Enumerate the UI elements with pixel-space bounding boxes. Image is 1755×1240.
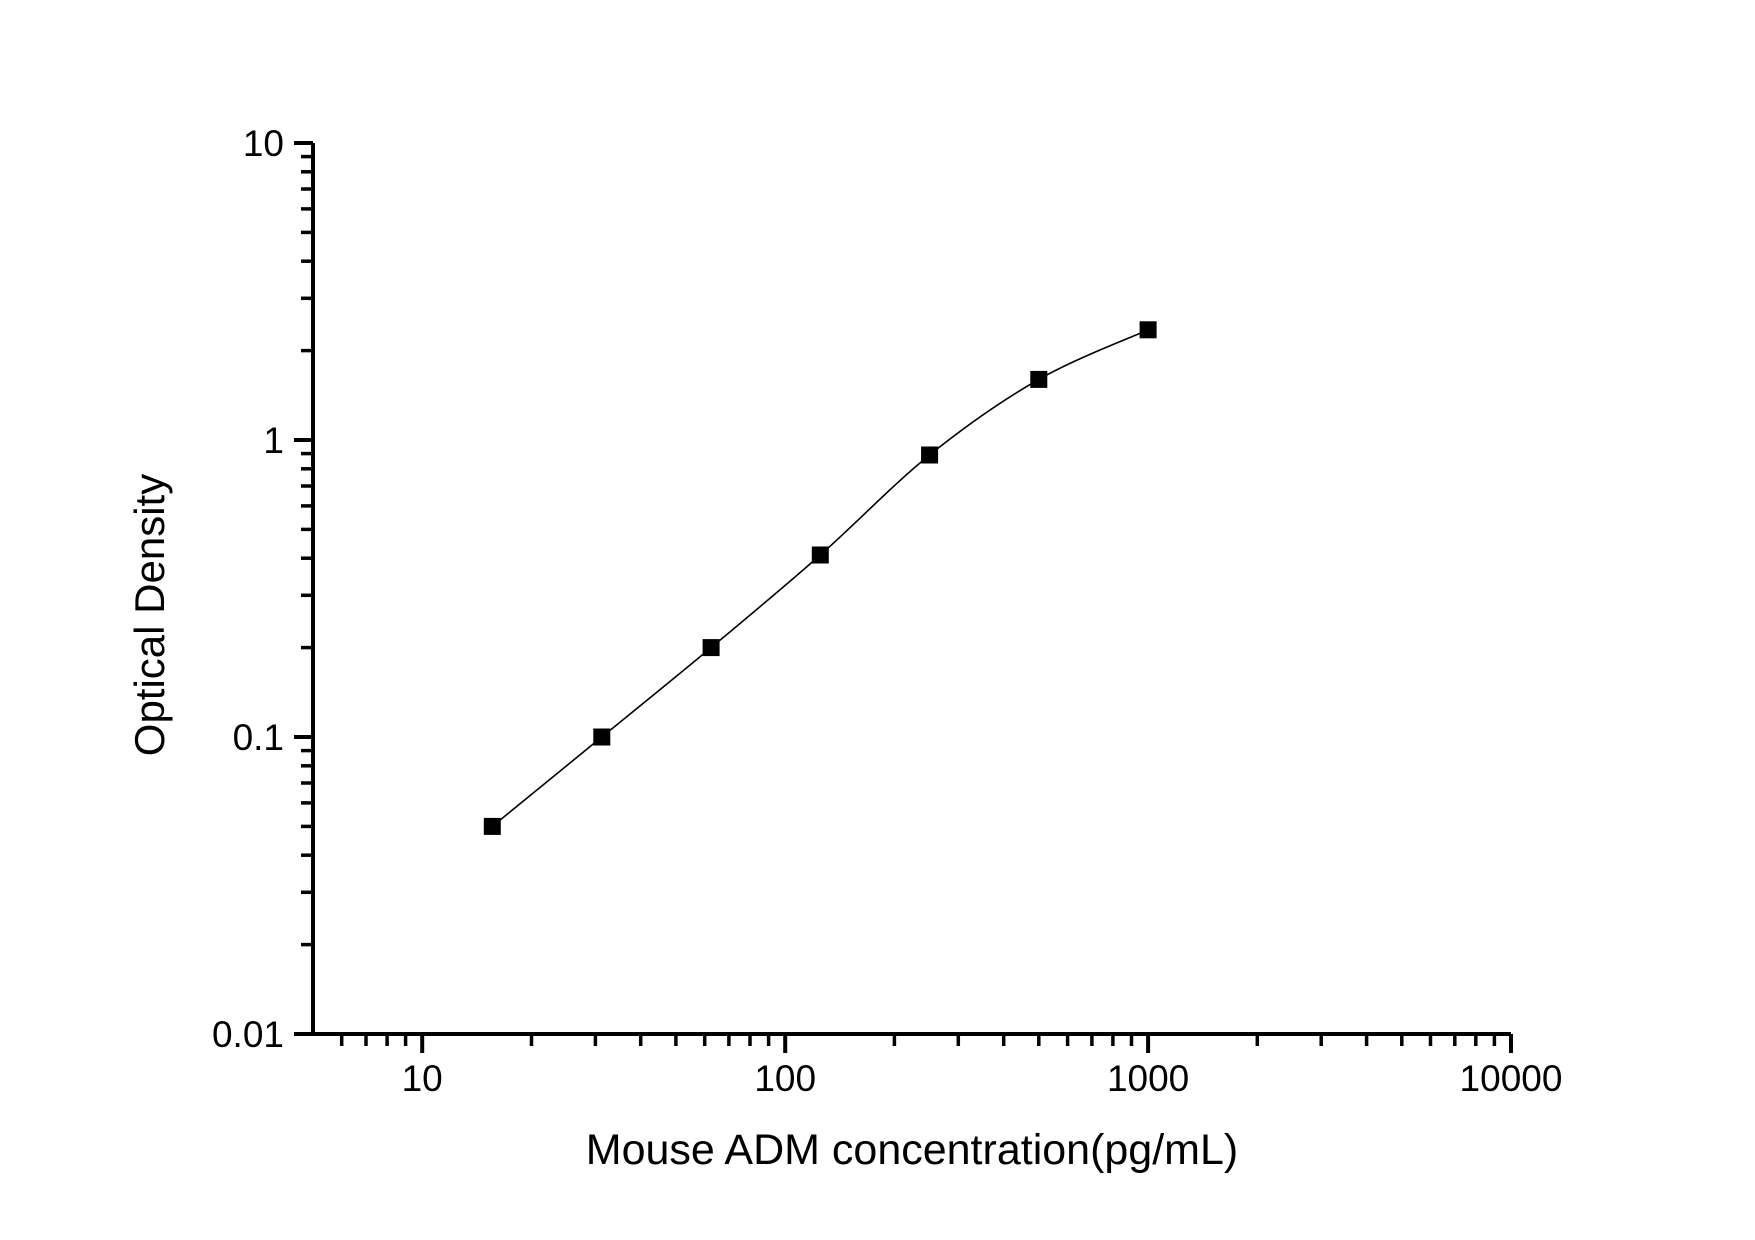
y-axis-title: Optical Density bbox=[126, 473, 173, 757]
x-axis-title: Mouse ADM concentration(pg/mL) bbox=[585, 1126, 1239, 1174]
data-point-marker bbox=[593, 728, 611, 746]
y-tick-label: 0.1 bbox=[233, 717, 284, 758]
data-point-marker bbox=[1139, 321, 1157, 339]
data-point-marker bbox=[921, 446, 939, 464]
y-tick-label: 10 bbox=[243, 123, 284, 164]
axis-spines bbox=[311, 143, 1511, 1036]
x-tick-label: 10000 bbox=[1460, 1058, 1563, 1099]
data-point-marker bbox=[1030, 370, 1048, 388]
x-tick-label: 100 bbox=[754, 1058, 816, 1099]
data-point-marker bbox=[483, 817, 501, 835]
y-tick-label: 0.01 bbox=[212, 1014, 284, 1055]
data-point-marker bbox=[811, 546, 829, 564]
standard-curve-line bbox=[491, 329, 1149, 828]
data-point-marker bbox=[702, 639, 720, 657]
x-tick-label: 10 bbox=[402, 1058, 443, 1099]
x-tick-label: 1000 bbox=[1107, 1058, 1189, 1099]
y-tick-label: 1 bbox=[263, 420, 284, 461]
